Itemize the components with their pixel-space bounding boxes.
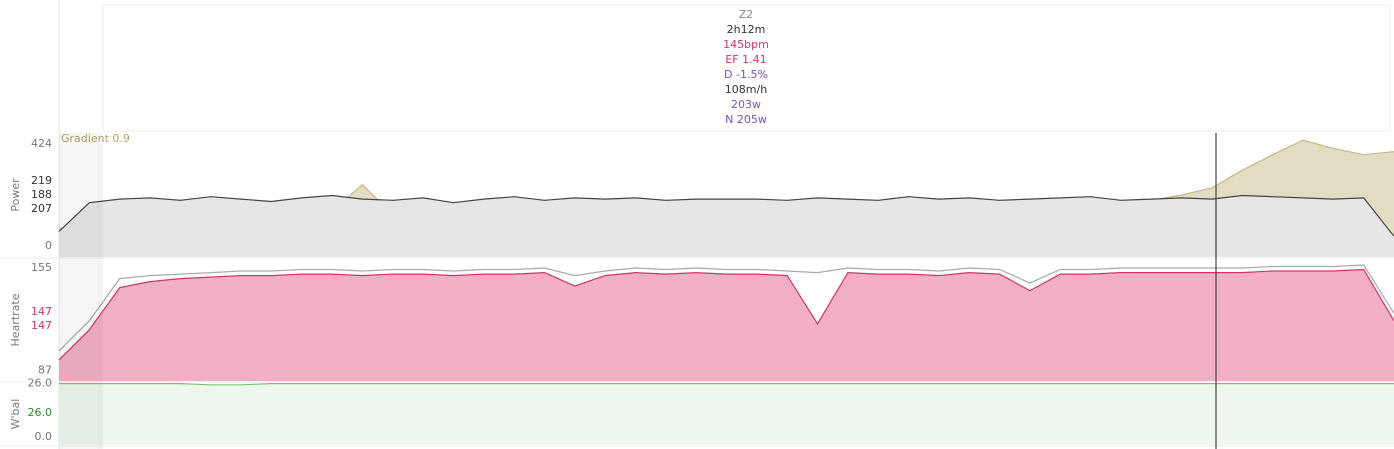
series-line (58, 268, 1394, 361)
summary-line: 2h12m (727, 23, 766, 36)
y-tick-label: 424 (31, 137, 52, 150)
series-area (59, 383, 1394, 445)
y-tick-label: 26.0 (28, 377, 53, 390)
series-area (59, 195, 1394, 257)
series-line (59, 383, 1394, 386)
series-line (58, 264, 1394, 352)
axis-title: Heartrate (9, 293, 22, 346)
summary-line: EF 1.41 (725, 53, 766, 66)
series-area (59, 269, 1394, 381)
y-tick-label: 87 (38, 363, 52, 376)
summary-line: 203w (731, 98, 761, 111)
y-tick-label: 155 (31, 261, 52, 274)
summary-line: 108m/h (725, 83, 767, 96)
pre-start-shade (59, 133, 103, 449)
cursor-readout: 26.0 (28, 406, 53, 419)
axis-title: W'bal (9, 399, 22, 430)
series-line (58, 194, 1394, 237)
cursor-readout: 188 (31, 188, 52, 201)
cursor-readout: 219 (31, 174, 52, 187)
y-tick-label: 0.0 (35, 430, 53, 443)
y-tick-label: 0 (45, 239, 52, 252)
summary-line: D -1.5% (724, 68, 768, 81)
cursor-readout: 147 (31, 319, 52, 332)
summary-line: Z2 (739, 8, 754, 21)
axis-title: Power (9, 178, 22, 212)
cursor-readout: 147 (31, 305, 52, 318)
summary-line: N 205w (725, 113, 767, 126)
summary-box (102, 4, 1391, 132)
annotation: Gradient 0.9 (61, 132, 130, 145)
cursor-readout: 207 (31, 202, 52, 215)
summary-line: 145bpm (723, 38, 769, 51)
